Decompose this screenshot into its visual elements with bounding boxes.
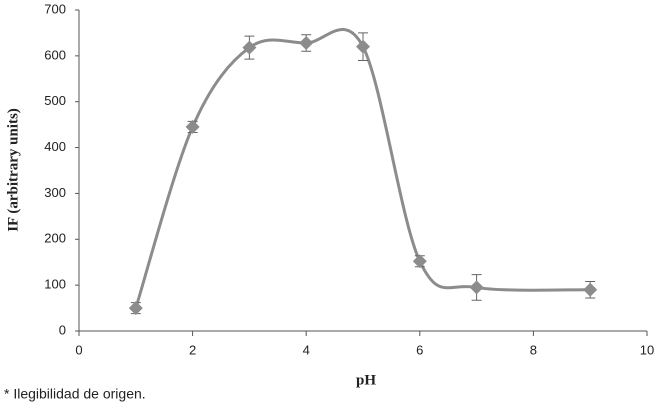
y-tick-label: 300 bbox=[44, 185, 66, 200]
x-tick-label: 8 bbox=[530, 342, 537, 357]
data-point bbox=[128, 301, 143, 316]
data-point bbox=[242, 40, 257, 55]
y-tick-label: 100 bbox=[44, 277, 66, 292]
data-line bbox=[134, 28, 591, 309]
footnote: * Ilegibilidad de origen. bbox=[4, 386, 146, 402]
data-point bbox=[412, 254, 427, 269]
x-axis-title: pH bbox=[356, 372, 376, 388]
y-tick-label: 600 bbox=[44, 47, 66, 62]
x-tick-label: 10 bbox=[640, 342, 654, 357]
y-tick-label: 500 bbox=[44, 93, 66, 108]
y-tick-label: 0 bbox=[59, 322, 66, 337]
y-axis-title: IF (arbitrary units) bbox=[5, 108, 21, 232]
y-tick-label: 700 bbox=[44, 1, 66, 16]
x-tick-label: 2 bbox=[189, 342, 196, 357]
x-tick-label: 4 bbox=[303, 342, 310, 357]
data-point bbox=[185, 119, 200, 134]
data-point bbox=[583, 282, 598, 297]
y-tick-label: 200 bbox=[44, 231, 66, 246]
y-tick-label: 400 bbox=[44, 139, 66, 154]
data-point bbox=[299, 36, 314, 51]
x-tick-label: 0 bbox=[75, 342, 82, 357]
data-point bbox=[469, 280, 484, 295]
x-tick-label: 6 bbox=[416, 342, 423, 357]
data-point bbox=[356, 39, 370, 54]
